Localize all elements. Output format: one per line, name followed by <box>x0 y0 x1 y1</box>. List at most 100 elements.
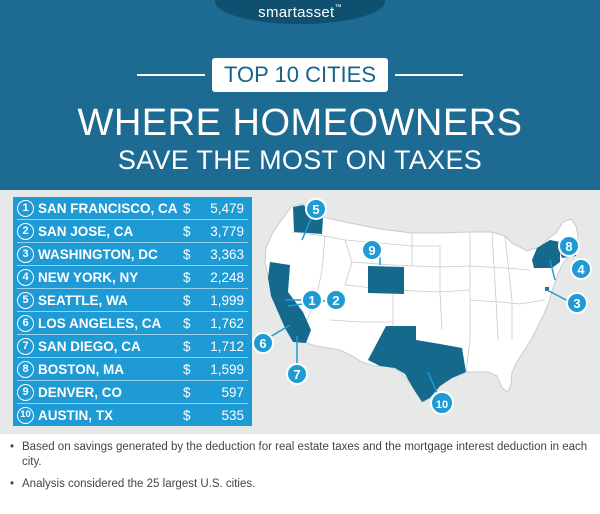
city-name: SAN FRANCISCO, CA <box>38 201 178 216</box>
rank-badge: 6 <box>17 315 34 332</box>
svg-text:8: 8 <box>565 239 572 254</box>
map-pin-5: 5 <box>305 198 327 220</box>
map-pin-10: 10 <box>430 391 454 415</box>
bullet-icon: • <box>10 441 15 453</box>
svg-text:3: 3 <box>573 296 580 311</box>
svg-text:10: 10 <box>436 399 448 411</box>
bullet-icon: • <box>10 478 15 490</box>
row-divider <box>17 288 248 289</box>
map-pin-4: 4 <box>570 258 592 280</box>
rank-badge: 2 <box>17 223 34 240</box>
rank-badge: 8 <box>17 361 34 378</box>
savings-amount: 535 <box>221 408 244 423</box>
rank-badge: 5 <box>17 292 34 309</box>
rank-badge: 4 <box>17 269 34 286</box>
svg-text:7: 7 <box>293 367 300 382</box>
map-pin-1: 1 <box>301 289 323 311</box>
savings-amount: 1,999 <box>210 293 244 308</box>
logo-tab: smartasset™ <box>215 0 385 24</box>
row-divider <box>17 380 248 381</box>
city-name: SAN DIEGO, CA <box>38 339 141 354</box>
city-name: AUSTIN, TX <box>38 408 114 423</box>
footnote-text: Analysis considered the 25 largest U.S. … <box>22 478 256 490</box>
ranking-row: 3 WASHINGTON, DC $ 3,363 <box>13 243 252 266</box>
row-divider <box>17 311 248 312</box>
svg-text:6: 6 <box>259 336 266 351</box>
rank-badge: 7 <box>17 338 34 355</box>
map-pin-7: 7 <box>286 363 308 385</box>
badge-divider-right <box>395 74 463 76</box>
currency-symbol: $ <box>183 224 191 239</box>
city-name: SAN JOSE, CA <box>38 224 134 239</box>
ranking-row: 7 SAN DIEGO, CA $ 1,712 <box>13 335 252 358</box>
city-name: NEW YORK, NY <box>38 270 139 285</box>
currency-symbol: $ <box>183 316 191 331</box>
ranking-row: 2 SAN JOSE, CA $ 3,779 <box>13 220 252 243</box>
savings-amount: 1,762 <box>210 316 244 331</box>
rank-badge: 10 <box>17 407 34 424</box>
currency-symbol: $ <box>183 201 191 216</box>
currency-symbol: $ <box>183 385 191 400</box>
state-washington-highlight <box>293 205 323 234</box>
rank-badge: 1 <box>17 200 34 217</box>
smartasset-logo[interactable]: smartasset™ <box>258 4 342 21</box>
city-name: BOSTON, MA <box>38 362 125 377</box>
ranking-row: 6 LOS ANGELES, CA $ 1,762 <box>13 312 252 335</box>
svg-text:5: 5 <box>312 202 319 217</box>
savings-amount: 3,779 <box>210 224 244 239</box>
svg-text:9: 9 <box>368 243 375 258</box>
ranking-row: 5 SEATTLE, WA $ 1,999 <box>13 289 252 312</box>
savings-amount: 1,599 <box>210 362 244 377</box>
state-newyork-highlight <box>532 240 560 268</box>
footnotes: • Based on savings generated by the dedu… <box>8 440 592 499</box>
row-divider <box>17 357 248 358</box>
map-pin-8: 8 <box>558 235 580 257</box>
header-banner: smartasset™ TOP 10 CITIES WHERE HOMEOWNE… <box>0 0 600 190</box>
currency-symbol: $ <box>183 339 191 354</box>
us-continental-outline <box>264 203 579 403</box>
ranking-row: 4 NEW YORK, NY $ 2,248 <box>13 266 252 289</box>
city-name: SEATTLE, WA <box>38 293 128 308</box>
footnote-text: Based on savings generated by the deduct… <box>22 441 588 468</box>
city-name: WASHINGTON, DC <box>38 247 158 262</box>
footnote-item: • Based on savings generated by the dedu… <box>8 440 592 470</box>
svg-text:4: 4 <box>577 262 585 277</box>
map-pin-3: 3 <box>566 292 588 314</box>
ranking-row: 8 BOSTON, MA $ 1,599 <box>13 358 252 381</box>
page-subtitle: SAVE THE MOST ON TAXES <box>117 145 483 175</box>
footnote-item: • Analysis considered the 25 largest U.S… <box>8 477 592 492</box>
currency-symbol: $ <box>183 247 191 262</box>
row-divider <box>17 403 248 404</box>
svg-text:1: 1 <box>308 293 315 308</box>
rank-badge: 9 <box>17 384 34 401</box>
top-cities-badge: TOP 10 CITIES <box>212 58 388 92</box>
row-divider <box>17 265 248 266</box>
currency-symbol: $ <box>183 270 191 285</box>
ranking-row: 9 DENVER, CO $ 597 <box>13 381 252 404</box>
map-pin-6: 6 <box>252 332 274 354</box>
savings-amount: 3,363 <box>210 247 244 262</box>
row-divider <box>17 219 248 220</box>
currency-symbol: $ <box>183 293 191 308</box>
savings-amount: 2,248 <box>210 270 244 285</box>
map-pin-2: 2 <box>325 289 347 311</box>
city-name: DENVER, CO <box>38 385 123 400</box>
row-divider <box>17 242 248 243</box>
rankings-list: 1 SAN FRANCISCO, CA $ 5,479 2 SAN JOSE, … <box>13 197 252 426</box>
rank-badge: 3 <box>17 246 34 263</box>
page-title: WHERE HOMEOWNERS <box>77 102 523 144</box>
savings-amount: 1,712 <box>210 339 244 354</box>
svg-text:2: 2 <box>332 293 339 308</box>
state-colorado-highlight <box>368 266 404 294</box>
currency-symbol: $ <box>183 362 191 377</box>
map-pin-9: 9 <box>361 239 383 261</box>
ranking-row: 10 AUSTIN, TX $ 535 <box>13 404 252 427</box>
badge-divider-left <box>137 74 205 76</box>
savings-amount: 5,479 <box>210 201 244 216</box>
row-divider <box>17 334 248 335</box>
ranking-row: 1 SAN FRANCISCO, CA $ 5,479 <box>13 197 252 220</box>
currency-symbol: $ <box>183 408 191 423</box>
city-name: LOS ANGELES, CA <box>38 316 162 331</box>
state-california-highlight <box>268 262 311 343</box>
state-texas-highlight <box>368 326 466 402</box>
